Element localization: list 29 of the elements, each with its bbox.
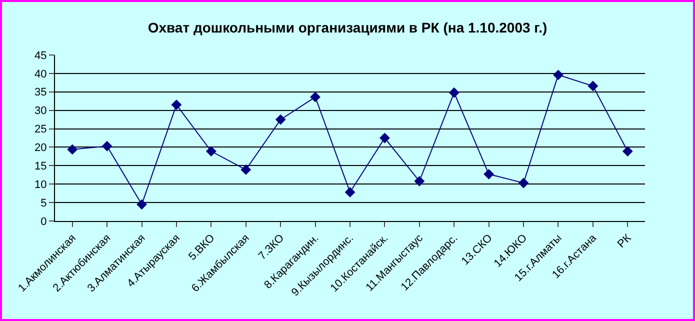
point: [414, 176, 425, 186]
chart-title: Охват дошкольными организациями в РК (на 1.10.2003 г.): [148, 19, 548, 36]
point: [102, 140, 112, 152]
point: [240, 164, 252, 175]
point: [448, 87, 460, 98]
point: [344, 187, 356, 198]
point: [310, 92, 320, 102]
y-tick-label: 15: [34, 160, 47, 173]
point: [553, 70, 564, 80]
y-tick-label: 5: [40, 197, 47, 210]
point: [136, 199, 147, 210]
point: [275, 114, 286, 125]
point: [206, 146, 216, 156]
y-tick-label: 0: [40, 216, 47, 228]
y-tick-label: 35: [34, 86, 47, 99]
point: [518, 178, 529, 188]
point: [622, 146, 633, 156]
point: [484, 168, 494, 180]
y-tick-label: 45: [34, 50, 47, 62]
y-tick-label: 10: [34, 178, 47, 191]
y-tick-label: 30: [34, 105, 47, 118]
x-tick-label: РК: [615, 232, 634, 250]
point: [67, 144, 78, 155]
point: [171, 100, 182, 110]
y-tick-label: 25: [34, 124, 47, 136]
y-tick-label: 40: [34, 68, 47, 80]
point: [588, 80, 598, 92]
point: [380, 132, 390, 144]
y-tick-label: 20: [34, 142, 47, 154]
